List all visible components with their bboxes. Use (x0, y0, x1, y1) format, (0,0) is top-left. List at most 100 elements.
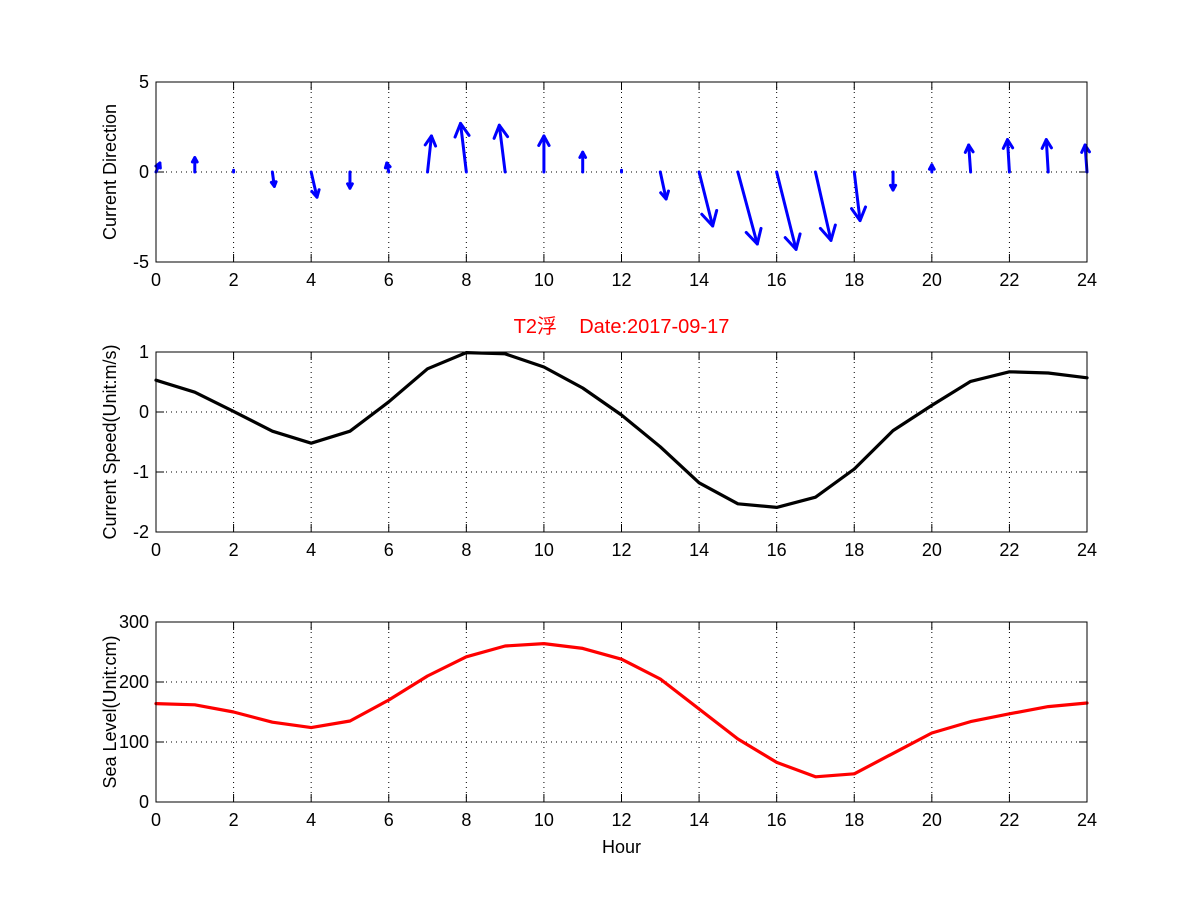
x-tick-label: 22 (999, 270, 1019, 290)
y-axis-label: Sea Level(Unit:cm) (100, 635, 120, 788)
current-arrow (888, 170, 898, 192)
chart-title: T2浮 Date:2017-09-17 (514, 315, 730, 338)
y-tick-label: 100 (119, 732, 149, 752)
data-point (233, 711, 235, 713)
data-point (582, 647, 584, 649)
data-point (1008, 371, 1010, 373)
current-arrow (423, 134, 438, 174)
x-tick-label: 2 (229, 270, 239, 290)
y-tick-label: 0 (139, 792, 149, 812)
series-line-1 (154, 641, 1089, 779)
x-tick-label: 10 (534, 270, 554, 290)
data-point (388, 699, 390, 701)
x-tick-label: 14 (689, 270, 709, 290)
x-tick-label: 20 (922, 540, 942, 560)
data-point (659, 446, 661, 448)
data-point (1047, 706, 1049, 708)
x-tick-label: 18 (844, 270, 864, 290)
data-point (349, 430, 351, 432)
x-tick-label: 4 (306, 810, 316, 830)
data-point (776, 506, 778, 508)
x-tick-label: 12 (611, 270, 631, 290)
x-tick-label: 2 (229, 540, 239, 560)
data-point (931, 732, 933, 734)
y-axis-label: Current Direction (100, 104, 120, 240)
current-arrow (1040, 138, 1053, 174)
data-point (543, 643, 545, 645)
current-arrow (736, 170, 763, 246)
data-point (233, 410, 235, 412)
x-tick-label: 8 (461, 270, 471, 290)
x-tick-label: 18 (844, 810, 864, 830)
x-tick-label: 16 (767, 810, 787, 830)
y-tick-label: 0 (139, 402, 149, 422)
x-tick-label: 24 (1077, 810, 1097, 830)
series-line-1 (154, 351, 1089, 509)
x-tick-label: 12 (611, 810, 631, 830)
x-tick-label: 6 (384, 270, 394, 290)
current-arrow (963, 143, 975, 174)
x-tick-label: 0 (151, 810, 161, 830)
current-arrow (492, 123, 510, 174)
y-tick-label: -2 (133, 522, 149, 542)
data-point (504, 353, 506, 355)
current-arrow (154, 161, 162, 174)
data-point (271, 430, 273, 432)
data-point (970, 380, 972, 382)
data-point (271, 721, 273, 723)
y-axis-label: Current Speed(Unit:m/s) (100, 344, 120, 539)
data-point (582, 387, 584, 389)
x-tick-label: 22 (999, 810, 1019, 830)
x-tick-label: 20 (922, 810, 942, 830)
x-tick-label: 24 (1077, 270, 1097, 290)
current-arrow (578, 150, 588, 174)
x-tick-label: 4 (306, 270, 316, 290)
data-point (1008, 713, 1010, 715)
current-arrow (537, 134, 551, 174)
x-tick-label: 4 (306, 540, 316, 560)
current-arrow (383, 161, 392, 174)
data-point (737, 503, 739, 505)
x-tick-label: 18 (844, 540, 864, 560)
current-arrow (697, 170, 719, 228)
x-tick-label: 0 (151, 270, 161, 290)
data-point (427, 368, 429, 370)
x-tick-label: 10 (534, 810, 554, 830)
current-arrow (927, 163, 936, 174)
x-tick-label: 12 (611, 540, 631, 560)
data-point (194, 704, 196, 706)
data-point (698, 708, 700, 710)
x-tick-label: 16 (767, 540, 787, 560)
data-point (1047, 372, 1049, 374)
data-point (621, 658, 622, 660)
x-tick-label: 0 (151, 540, 161, 560)
y-tick-label: 5 (139, 72, 149, 92)
x-tick-label: 8 (461, 810, 471, 830)
axes-frame (155, 351, 1088, 533)
data-point (349, 720, 351, 722)
data-point (310, 442, 312, 444)
data-point (388, 401, 390, 403)
data-point (310, 727, 312, 729)
data-point (853, 773, 855, 775)
axes-frame (155, 81, 1088, 263)
x-tick-label: 6 (384, 810, 394, 830)
data-point (465, 656, 467, 658)
x-tick-label: 24 (1077, 540, 1097, 560)
y-tick-label: -5 (133, 252, 149, 272)
axes-frame (155, 621, 1088, 803)
data-point (659, 678, 661, 680)
x-tick-label: 14 (689, 540, 709, 560)
current-arrow (775, 170, 802, 251)
current-arrow (309, 170, 321, 199)
x-tick-label: 22 (999, 540, 1019, 560)
y-tick-label: 0 (139, 162, 149, 182)
x-tick-label: 8 (461, 540, 471, 560)
current-arrow (658, 170, 670, 201)
x-tick-label: 14 (689, 810, 709, 830)
data-point (504, 645, 506, 647)
